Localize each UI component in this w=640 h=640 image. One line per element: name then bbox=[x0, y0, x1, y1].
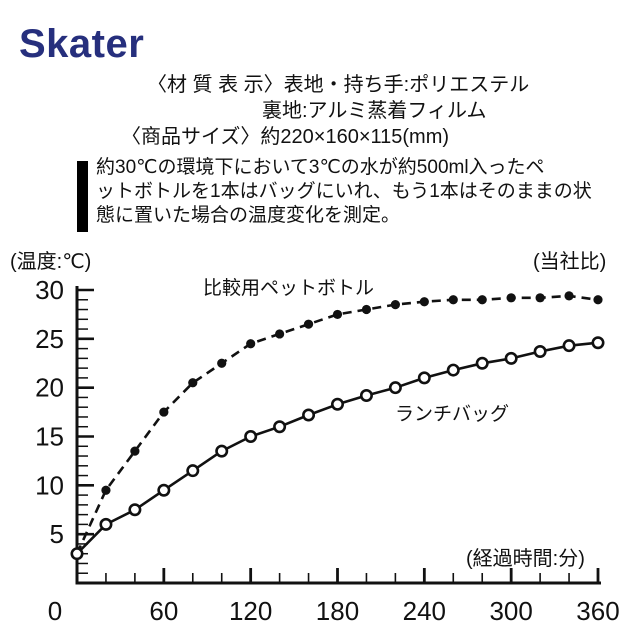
x-tick-label: 240 bbox=[403, 596, 446, 626]
data-point-filled bbox=[419, 297, 429, 307]
x-tick-label: 60 bbox=[149, 596, 178, 626]
data-point-filled bbox=[448, 295, 458, 305]
data-point-filled bbox=[101, 485, 111, 495]
x-axis-unit-label: (経過時間:分) bbox=[466, 548, 585, 570]
series-line-1 bbox=[76, 341, 599, 555]
data-point-filled bbox=[275, 329, 285, 339]
data-point-filled bbox=[506, 293, 516, 303]
product-size-line: 〈商品サイズ〉約220×160×115(mm) bbox=[121, 126, 450, 148]
comparison-note-label: (当社比) bbox=[533, 251, 607, 273]
data-point-open bbox=[330, 397, 344, 411]
data-point-filled bbox=[361, 304, 372, 315]
data-point-filled bbox=[159, 407, 169, 417]
x-tick-label: 360 bbox=[576, 596, 619, 626]
data-point-filled bbox=[332, 309, 343, 320]
series-label-pet-bottle: 比較用ペットボトル bbox=[203, 278, 375, 299]
y-tick-label: 30 bbox=[35, 275, 64, 305]
series-line-0 bbox=[75, 294, 599, 555]
y-tick-label: 5 bbox=[50, 519, 64, 549]
data-point-open bbox=[273, 420, 287, 434]
data-point-open bbox=[186, 464, 200, 478]
data-point-filled bbox=[217, 358, 227, 368]
data-point-filled bbox=[535, 293, 545, 303]
data-point-filled bbox=[303, 319, 314, 329]
data-point-open bbox=[359, 388, 373, 402]
data-point-open bbox=[128, 503, 142, 517]
description-line-2: ットボトルを1本はバッグにいれ、もう1本はそのままの状 bbox=[96, 181, 592, 202]
data-point-filled bbox=[477, 295, 487, 305]
x-tick-label: 300 bbox=[489, 596, 532, 626]
data-point-open bbox=[475, 356, 489, 370]
x-tick-label: 0 bbox=[48, 596, 62, 626]
description-line-1: 約30℃の環境下において3℃の水が約500ml入ったペ bbox=[96, 157, 545, 178]
y-tick-label: 25 bbox=[35, 324, 64, 354]
data-point-open bbox=[302, 408, 316, 422]
y-tick-label: 20 bbox=[35, 373, 64, 403]
data-point-open bbox=[533, 345, 547, 359]
data-point-open bbox=[215, 444, 229, 458]
data-point-filled bbox=[246, 339, 256, 349]
material-info-line-2: 裏地:アルミ蒸着フィルム bbox=[262, 100, 487, 122]
data-point-open bbox=[157, 483, 171, 497]
data-point-open bbox=[504, 351, 518, 365]
x-tick-label: 120 bbox=[229, 596, 272, 626]
material-info-line: 〈材 質 表 示〉表地・持ち手:ポリエステル bbox=[147, 74, 530, 96]
description-accent-bar bbox=[77, 161, 88, 232]
x-tick-label: 180 bbox=[316, 596, 359, 626]
y-tick-label: 10 bbox=[35, 470, 64, 500]
y-axis-unit-label: (温度:℃) bbox=[10, 251, 92, 273]
description-line-3: 態に置いた場合の温度変化を測定。 bbox=[96, 205, 401, 226]
data-point-filled bbox=[188, 378, 198, 388]
data-point-open bbox=[446, 363, 460, 377]
data-point-open bbox=[244, 429, 258, 443]
series-label-lunch-bag: ランチバッグ bbox=[395, 404, 510, 425]
data-point-filled bbox=[564, 291, 574, 301]
data-point-filled bbox=[390, 300, 400, 310]
y-tick-label: 15 bbox=[35, 422, 64, 452]
brand-logo: Skater bbox=[19, 22, 145, 66]
data-point-open bbox=[388, 381, 402, 395]
data-point-open bbox=[70, 547, 84, 561]
data-point-open bbox=[591, 336, 605, 350]
data-point-open bbox=[417, 371, 431, 385]
data-point-open bbox=[99, 517, 113, 531]
data-point-open bbox=[562, 339, 576, 353]
data-point-filled bbox=[593, 295, 603, 305]
test-description: 約30℃の環境下において3℃の水が約500ml入ったペ ットボトルを1本はバッグ… bbox=[96, 156, 592, 228]
data-point-filled bbox=[130, 446, 140, 456]
